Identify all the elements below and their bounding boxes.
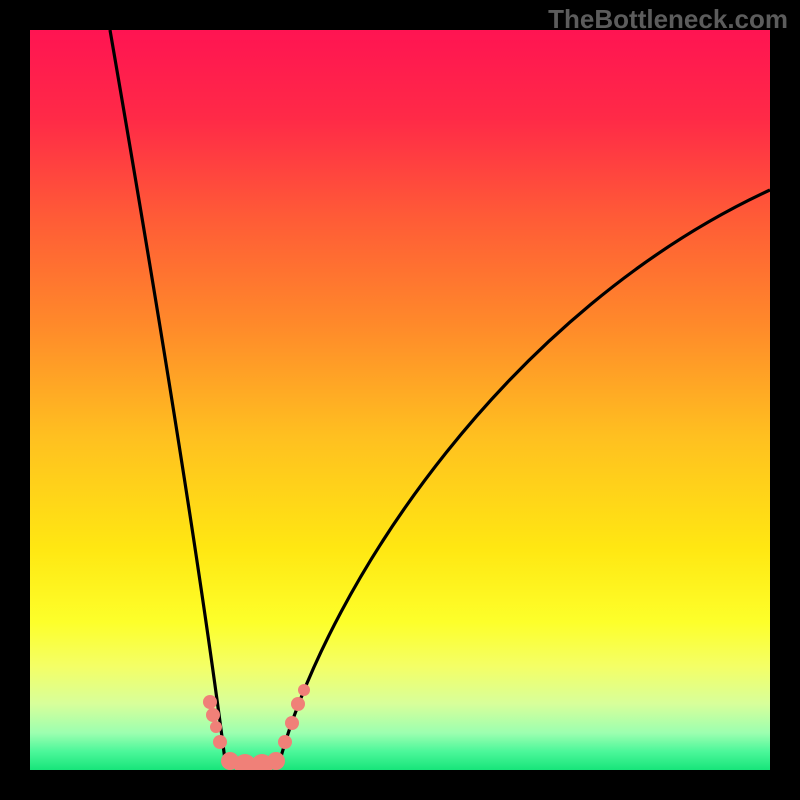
marker-point <box>203 695 217 709</box>
marker-point <box>210 721 222 733</box>
plot-area <box>30 30 770 770</box>
v-curve-path <box>110 30 770 768</box>
chart-frame: TheBottleneck.com <box>0 0 800 800</box>
marker-cluster <box>203 684 310 770</box>
marker-point <box>298 684 310 696</box>
marker-point <box>278 735 292 749</box>
marker-point <box>285 716 299 730</box>
marker-point <box>267 752 285 770</box>
watermark-text: TheBottleneck.com <box>548 4 788 35</box>
marker-point <box>206 708 220 722</box>
bottleneck-curve <box>30 30 770 770</box>
marker-point <box>213 735 227 749</box>
marker-point <box>291 697 305 711</box>
